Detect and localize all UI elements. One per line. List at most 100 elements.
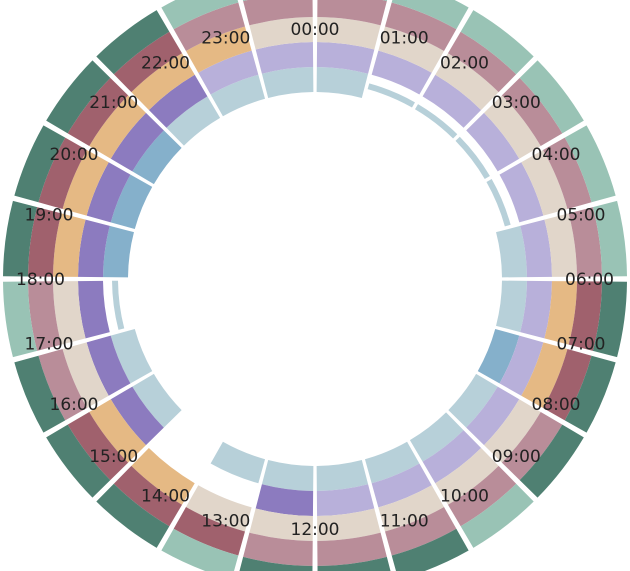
ring-2-cell-19:00 bbox=[86, 162, 131, 223]
ring-5-cell-19:00 bbox=[14, 125, 66, 203]
hour-label-11:00: 11:00 bbox=[380, 512, 429, 532]
ring-3-cell-07:00 bbox=[521, 342, 568, 409]
ring-4-cell-12:00 bbox=[243, 532, 313, 566]
ring-1-cell-16:00 bbox=[110, 328, 153, 384]
ring-3-cell-21:00 bbox=[131, 53, 195, 110]
ring-2-cell-18:00 bbox=[78, 219, 110, 278]
hour-label-12:00: 12:00 bbox=[291, 520, 340, 540]
ring-5-cell-03:00 bbox=[519, 60, 584, 134]
ring-1-cell-01:00 bbox=[367, 83, 415, 108]
hour-label-22:00: 22:00 bbox=[141, 54, 190, 74]
ring-1-cell-20:00 bbox=[132, 130, 182, 185]
ring-2-cell-12:00 bbox=[255, 484, 314, 516]
ring-5-cell-05:00 bbox=[592, 200, 627, 277]
ring-4-cell-10:00 bbox=[385, 507, 457, 556]
hour-label-15:00: 15:00 bbox=[89, 447, 138, 467]
ring-4-cell-19:00 bbox=[38, 137, 87, 209]
ring-2-cell-07:00 bbox=[499, 335, 544, 396]
hour-label-02:00: 02:00 bbox=[440, 54, 489, 74]
ring-3-cell-15:00 bbox=[89, 399, 146, 463]
ring-5-cell-12:00 bbox=[239, 556, 313, 571]
ring-4-cell-16:00 bbox=[38, 349, 87, 421]
ring-4-cell-08:00 bbox=[501, 411, 563, 481]
ring-4-cell-06:00 bbox=[568, 281, 602, 351]
ring-2-cell-10:00 bbox=[371, 463, 432, 508]
ring-3-cell-08:00 bbox=[484, 399, 541, 463]
ring-5-cell-16:00 bbox=[14, 355, 66, 433]
hour-label-03:00: 03:00 bbox=[492, 93, 541, 113]
hour-label-04:00: 04:00 bbox=[532, 145, 581, 165]
hour-label-18:00: 18:00 bbox=[16, 270, 65, 290]
ring-5-cell-07:00 bbox=[564, 355, 616, 433]
ring-5-cell-08:00 bbox=[519, 424, 584, 498]
ring-1-cell-10:00 bbox=[364, 441, 420, 484]
ring-2-cell-05:00 bbox=[520, 219, 552, 278]
ring-5-cell-18:00 bbox=[3, 200, 38, 277]
ring-1-cell-03:00 bbox=[455, 136, 490, 180]
ring-4-cell-00:00 bbox=[317, 0, 387, 26]
ring-5-cell-13:00 bbox=[161, 528, 239, 571]
hour-label-07:00: 07:00 bbox=[557, 335, 606, 355]
ring-5-cell-22:00 bbox=[161, 0, 239, 30]
ring-4-cell-01:00 bbox=[385, 2, 457, 51]
ring-4-cell-09:00 bbox=[447, 465, 517, 527]
ring-3-cell-09:00 bbox=[435, 448, 499, 505]
ring-3-cell-03:00 bbox=[484, 95, 541, 159]
ring-5-cell-04:00 bbox=[564, 125, 616, 203]
ring-1-cell-02:00 bbox=[414, 104, 458, 139]
hour-label-01:00: 01:00 bbox=[380, 29, 429, 49]
hour-label-06:00: 06:00 bbox=[565, 270, 614, 290]
ring-2-cell-09:00 bbox=[422, 430, 482, 484]
hour-label-14:00: 14:00 bbox=[141, 487, 190, 507]
ring-5-cell-10:00 bbox=[391, 528, 469, 571]
ring-3-cell-12:00 bbox=[249, 508, 313, 541]
ring-1-cell-12:00 bbox=[261, 460, 314, 491]
ring-2-cell-08:00 bbox=[466, 386, 520, 446]
ring-3-cell-13:00 bbox=[185, 485, 252, 532]
ring-2-cell-01:00 bbox=[371, 50, 432, 95]
ring-4-cell-02:00 bbox=[447, 31, 517, 93]
ring-3-cell-14:00 bbox=[131, 448, 195, 505]
ring-5-cell-06:00 bbox=[592, 281, 627, 358]
ring-2-cell-23:00 bbox=[255, 42, 314, 74]
ring-3-cell-11:00 bbox=[317, 508, 381, 541]
ring-5-cell-23:00 bbox=[242, 0, 249, 2]
ring-1-cell-13:00 bbox=[210, 441, 266, 484]
ring-1-cell-19:00 bbox=[110, 174, 153, 230]
ring-3-cell-18:00 bbox=[53, 213, 86, 277]
ring-4-cell-22:00 bbox=[173, 2, 245, 51]
ring-3-cell-04:00 bbox=[521, 149, 568, 216]
ring-5-cell-00:00 bbox=[381, 0, 388, 2]
hour-label-19:00: 19:00 bbox=[25, 205, 74, 225]
ring-5-cell-20:00 bbox=[46, 60, 111, 134]
ring-4-cell-21:00 bbox=[113, 31, 183, 93]
ring-1-cell-00:00 bbox=[316, 67, 369, 98]
ring-5-cell-09:00 bbox=[460, 483, 534, 548]
ring-2-cell-11:00 bbox=[316, 484, 375, 516]
ring-4-cell-20:00 bbox=[67, 77, 129, 147]
hour-label-20:00: 20:00 bbox=[50, 145, 99, 165]
hour-label-23:00: 23:00 bbox=[201, 29, 250, 49]
ring-1-cell-17:00 bbox=[112, 280, 125, 330]
ring-2-cell-06:00 bbox=[520, 280, 552, 339]
hour-label-10:00: 10:00 bbox=[440, 487, 489, 507]
ring-3-cell-17:00 bbox=[53, 281, 86, 345]
ring-3-cell-05:00 bbox=[544, 213, 577, 277]
ring-4-cell-11:00 bbox=[317, 532, 387, 566]
ring-1-cell-09:00 bbox=[409, 412, 464, 462]
ring-1-cell-08:00 bbox=[448, 373, 498, 428]
ring-4-cell-17:00 bbox=[28, 281, 62, 351]
ring-2-cell-02:00 bbox=[422, 74, 482, 128]
ring-5-cell-11:00 bbox=[317, 556, 391, 571]
rings-layer bbox=[3, 0, 627, 571]
ring-3-cell-20:00 bbox=[89, 95, 146, 159]
hour-label-21:00: 21:00 bbox=[89, 93, 138, 113]
ring-1-cell-04:00 bbox=[486, 179, 511, 227]
ring-1-cell-23:00 bbox=[261, 67, 314, 98]
ring-3-cell-02:00 bbox=[435, 53, 499, 110]
ring-5-cell-21:00 bbox=[96, 10, 170, 75]
ring-2-cell-21:00 bbox=[148, 74, 208, 128]
ring-4-cell-14:00 bbox=[113, 465, 183, 527]
ring-2-cell-22:00 bbox=[198, 50, 259, 95]
ring-2-cell-20:00 bbox=[110, 112, 164, 172]
